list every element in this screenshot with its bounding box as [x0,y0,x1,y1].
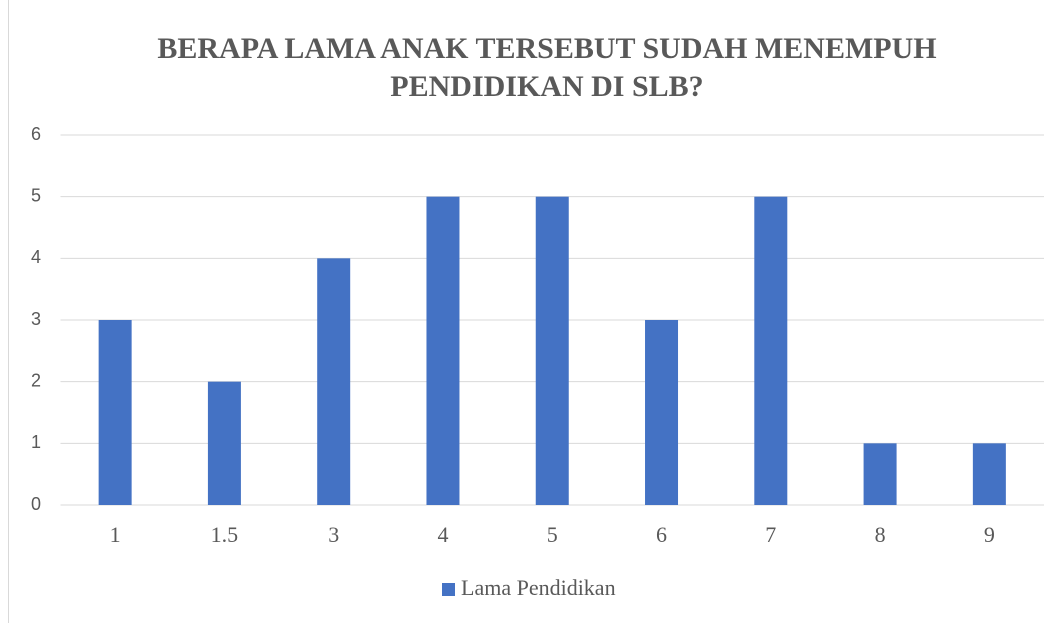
bar [207,381,241,505]
bar [426,196,460,505]
x-tick-label: 1.5 [211,522,239,547]
chart-title: BERAPA LAMA ANAK TERSEBUT SUDAH MENEMPUH… [157,32,937,103]
legend-label: Lama Pendidikan [461,575,616,600]
y-tick-label: 6 [31,124,41,144]
bar [317,258,351,505]
x-tick-label: 8 [875,522,886,547]
y-tick-label: 5 [31,185,41,205]
bar [98,320,132,505]
bar [535,196,569,505]
y-tick-label: 1 [31,432,41,452]
x-tick-label: 1 [110,522,121,547]
bar [863,443,897,505]
y-tick-label: 4 [31,247,41,267]
x-tick-label: 3 [328,522,339,547]
x-tick-label: 9 [984,522,995,547]
bar [645,320,679,505]
x-tick-label: 7 [765,522,776,547]
x-tick-label: 5 [547,522,558,547]
y-tick-label: 3 [31,309,41,329]
legend-swatch [442,583,455,596]
y-tick-label: 2 [31,370,41,390]
x-tick-label: 4 [437,522,448,547]
bar [754,196,788,505]
x-tick-label: 6 [656,522,667,547]
bar [972,443,1006,505]
y-tick-label: 0 [31,494,41,514]
